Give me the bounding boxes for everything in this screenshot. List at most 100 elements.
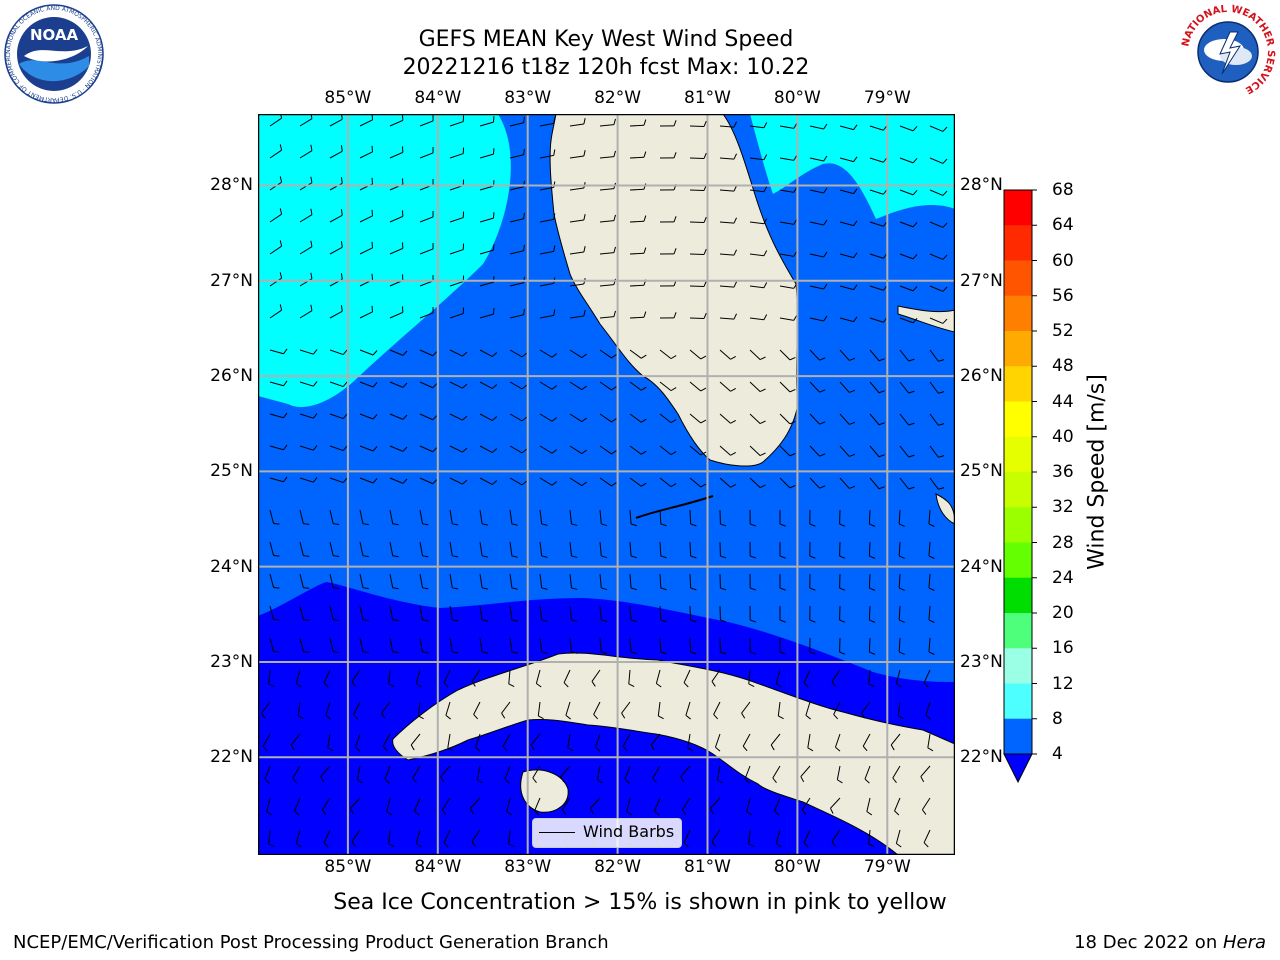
wind-barb (419, 242, 434, 255)
wind-barb (388, 669, 395, 688)
wind-barb (659, 120, 677, 127)
wind-barb (744, 765, 751, 784)
wind-barb (689, 573, 697, 591)
wind-barb (329, 305, 343, 319)
wind-barb (809, 155, 828, 162)
wind-barb (839, 413, 856, 425)
wind-barb (719, 313, 737, 320)
wind-barb (479, 349, 498, 357)
wind-barb (801, 797, 811, 815)
wind-barb (749, 250, 768, 257)
wind-barb (719, 281, 737, 288)
wind-barb (419, 541, 429, 558)
colorbar-tick-label: 28 (1052, 532, 1074, 553)
wind-barb (772, 765, 781, 784)
wind-barb (928, 509, 935, 527)
wind-barb (268, 829, 275, 848)
wind-barb (359, 445, 378, 452)
wind-barb (323, 829, 331, 848)
wind-barb (567, 733, 574, 752)
wind-barb (659, 381, 677, 392)
legend-line-swatch (539, 832, 575, 833)
wind-barb (299, 445, 318, 451)
lat-tick-label: 26°N (210, 366, 253, 387)
wind-barb (659, 573, 667, 591)
wind-barb (295, 669, 302, 688)
wind-barb (534, 797, 541, 816)
wind-barb (921, 797, 931, 815)
colorbar-segment (1004, 295, 1032, 332)
wind-barb (479, 212, 495, 223)
wind-barb (719, 413, 737, 424)
lon-tick-label: 83°W (504, 88, 552, 108)
wind-barb (539, 637, 548, 654)
wind-barb (329, 349, 348, 356)
wind-barb (329, 573, 340, 589)
colorbar-tick-label: 56 (1052, 285, 1074, 306)
wind-barb (869, 413, 885, 426)
wind-barb (599, 150, 616, 159)
footer-credit: NCEP/EMC/Verification Post Processing Pr… (13, 932, 609, 953)
wind-barb (537, 701, 544, 720)
colorbar-tick-label: 64 (1052, 215, 1074, 236)
wind-barb (329, 509, 340, 525)
wind-barb (689, 413, 707, 424)
wind-barb (569, 214, 586, 223)
wind-barb (479, 477, 498, 485)
colorbar-tick-label: 12 (1052, 673, 1074, 694)
wind-barb (689, 216, 707, 224)
lon-tick-label: 83°W (504, 857, 552, 877)
wind-barb (599, 509, 608, 527)
wind-barb (539, 213, 556, 223)
wind-barb (594, 733, 601, 752)
wind-barb (479, 605, 489, 622)
wind-barb (681, 797, 691, 815)
map-legend: Wind Barbs (532, 818, 682, 848)
wind-barb (299, 605, 310, 621)
wind-barb (389, 114, 404, 127)
wind-barb (742, 733, 751, 752)
colorbar-segment (1004, 190, 1032, 226)
wind-barb (659, 445, 677, 456)
lon-tick-label: 80°W (773, 88, 821, 108)
wind-barb (569, 150, 586, 159)
wind-barb (269, 476, 288, 483)
wind-barb (928, 637, 935, 655)
lat-tick-label: 24°N (210, 556, 253, 577)
wind-barb (389, 413, 408, 420)
wind-barb (473, 701, 481, 720)
wind-barb (713, 701, 721, 720)
wind-barb (929, 381, 945, 394)
wind-barb (868, 637, 876, 655)
wind-barb (868, 541, 876, 559)
wind-barb (419, 114, 434, 127)
wind-barb (892, 765, 901, 784)
wind-barb (834, 733, 841, 752)
wind-barb (599, 381, 617, 391)
wind-barb (530, 733, 541, 751)
wind-barb (299, 541, 310, 557)
wind-barb (299, 637, 310, 653)
wind-barb (389, 573, 399, 590)
wind-speed-map (258, 114, 955, 855)
wind-barb (749, 122, 768, 129)
wind-barb (353, 701, 361, 720)
wind-barb (621, 701, 631, 719)
lat-tick-label: 27°N (960, 270, 1003, 291)
wind-barb (920, 765, 931, 783)
wind-barb (476, 765, 483, 784)
lat-tick-label: 22°N (210, 747, 253, 768)
wind-barb (359, 413, 378, 420)
wind-barb (447, 733, 454, 752)
wind-barb (535, 669, 542, 688)
colorbar-tick-label: 8 (1052, 708, 1063, 729)
wind-barb (868, 605, 876, 623)
wind-barb (839, 381, 856, 393)
wind-barb (929, 477, 945, 490)
wind-barb (329, 605, 340, 621)
wind-barb (479, 637, 489, 654)
wind-barb (898, 637, 905, 655)
wind-barb (569, 310, 586, 319)
wind-barb (748, 669, 755, 688)
wind-barb (839, 541, 846, 559)
